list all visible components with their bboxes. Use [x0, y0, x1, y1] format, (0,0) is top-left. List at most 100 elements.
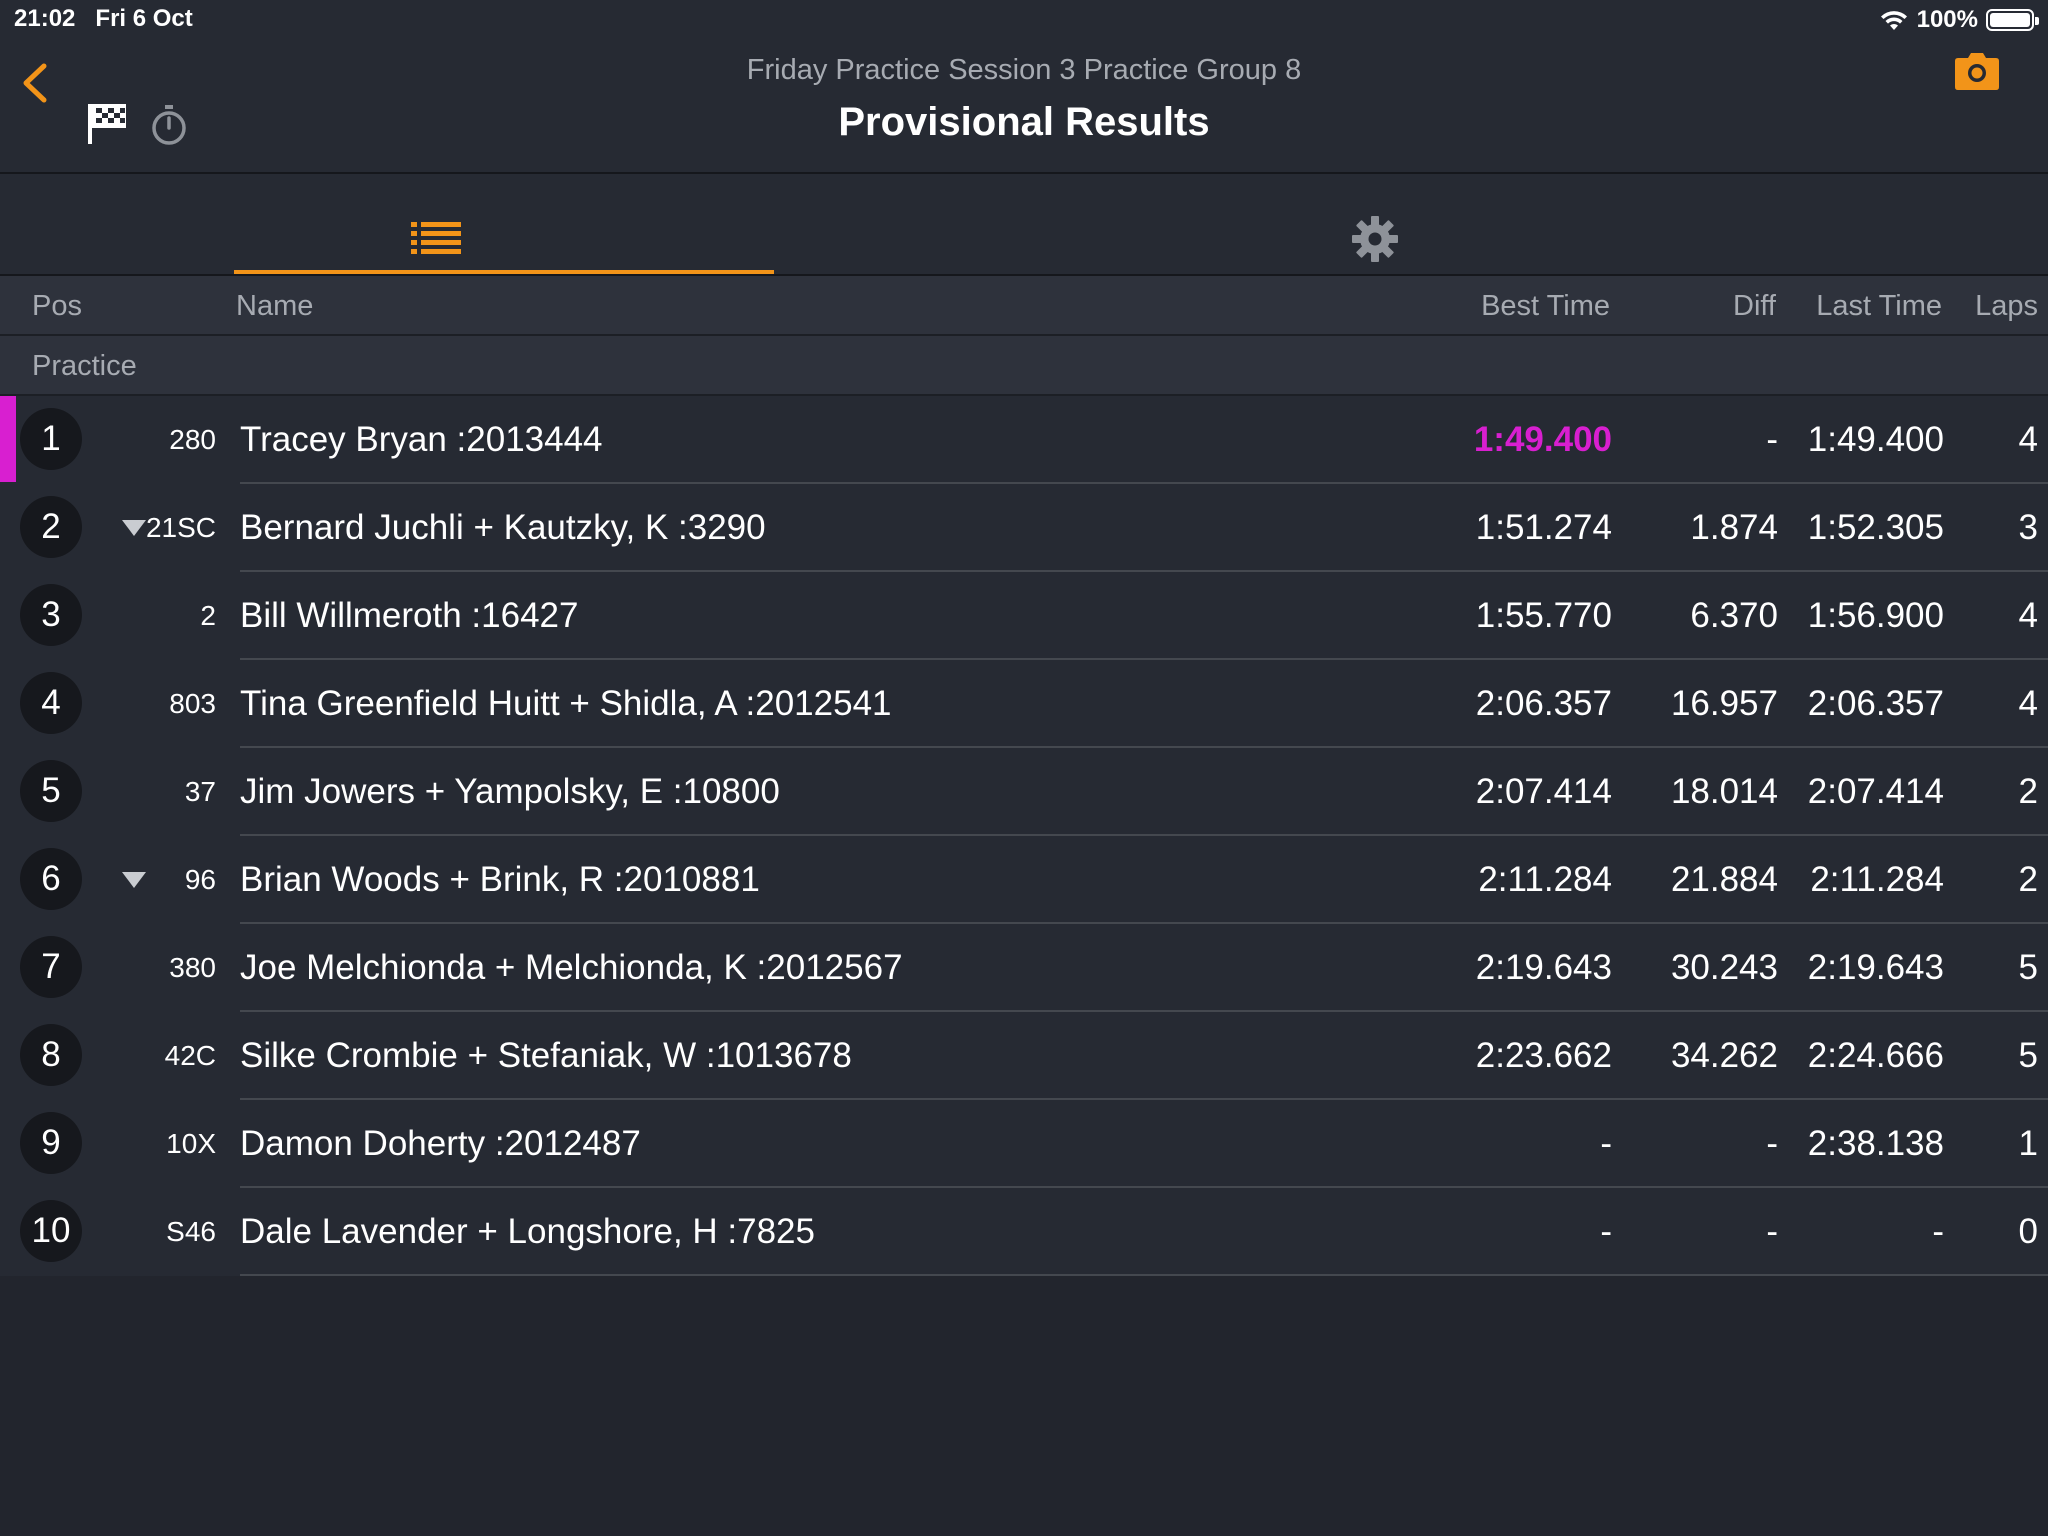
last-time: 1:52.305: [1807, 508, 1944, 547]
row-divider-gap: [0, 922, 240, 924]
position-badge: 10: [20, 1200, 82, 1262]
laps-count: 4: [2018, 420, 2038, 459]
best-time: 2:19.643: [1475, 948, 1612, 987]
date: Fri 6 Oct: [95, 5, 193, 32]
table-row[interactable]: 2 21SC Bernard Juchli + Kautzky, K :3290 1:…: [0, 484, 2048, 572]
status-right: 100%: [1879, 5, 2039, 35]
position-badge: 4: [20, 672, 82, 734]
driver-name: Tracey Bryan :2013444: [240, 420, 603, 459]
results-list: 1 280 Tracey Bryan :2013444 1:49.400-1:49.4…: [0, 396, 2048, 1276]
car-number: 21SC: [145, 512, 216, 543]
laps-count: 0: [2018, 1212, 2038, 1251]
best-time: -: [1600, 1212, 1612, 1251]
best-time: -: [1600, 1124, 1612, 1163]
row-divider-gap: [0, 1186, 240, 1188]
table-row[interactable]: 10 S46 Dale Lavender + Longshore, H :7825 -…: [0, 1188, 2048, 1276]
col-last-time: Last Time: [1816, 290, 1942, 322]
row-divider-gap: [0, 1098, 240, 1100]
position-badge: 7: [20, 936, 82, 998]
position-badge: 9: [20, 1112, 82, 1174]
fastest-indicator: [0, 396, 16, 482]
car-number: 803: [169, 688, 216, 719]
back-chevron-icon[interactable]: [16, 58, 56, 108]
header: Friday Practice Session 3 Practice Group…: [0, 38, 2048, 174]
driver-name: Brian Woods + Brink, R :2010881: [240, 860, 760, 899]
last-time: 1:56.900: [1807, 596, 1944, 635]
row-divider-gap: [0, 1274, 240, 1276]
best-time: 1:55.770: [1475, 596, 1612, 635]
best-time: 1:51.274: [1475, 508, 1612, 547]
row-divider-gap: [0, 834, 240, 836]
best-time: 1:49.400: [1473, 420, 1612, 459]
list-icon[interactable]: [411, 220, 461, 256]
position-badge: 3: [20, 584, 82, 646]
table-row[interactable]: 9 10X Damon Doherty :2012487- -2:38.138 1: [0, 1100, 2048, 1188]
col-best-time: Best Time: [1481, 290, 1610, 322]
best-time: 2:23.662: [1475, 1036, 1612, 1075]
table-row[interactable]: 4 803 Tina Greenfield Huitt + Shidla, A :2…: [0, 660, 2048, 748]
diff-time: 6.370: [1690, 596, 1778, 635]
position-badge: 5: [20, 760, 82, 822]
best-time: 2:11.284: [1478, 860, 1612, 899]
diff-time: 18.014: [1670, 772, 1778, 811]
car-number: S46: [166, 1216, 216, 1247]
table-row[interactable]: 1 280 Tracey Bryan :2013444 1:49.400-1:49.4…: [0, 396, 2048, 484]
driver-name: Silke Crombie + Stefaniak, W :1013678: [240, 1036, 852, 1075]
last-time: 2:19.643: [1807, 948, 1944, 987]
car-number: 42C: [164, 1040, 216, 1071]
position-badge: 8: [20, 1024, 82, 1086]
diff-time: -: [1766, 420, 1778, 459]
driver-name: Jim Jowers + Yampolsky, E :10800: [240, 772, 780, 811]
last-time: 2:06.357: [1807, 684, 1944, 723]
section-header: Practice: [0, 336, 2048, 396]
position-badge: 1: [20, 408, 82, 470]
diff-time: 16.957: [1670, 684, 1778, 723]
best-time: 2:07.414: [1475, 772, 1612, 811]
driver-name: Bill Willmeroth :16427: [240, 596, 579, 635]
diff-time: 21.884: [1670, 860, 1778, 899]
car-number: 380: [169, 952, 216, 983]
driver-name: Dale Lavender + Longshore, H :7825: [240, 1212, 815, 1251]
battery-icon: [1986, 9, 2039, 31]
car-number: 37: [184, 776, 216, 807]
stopwatch-icon: [152, 105, 186, 145]
camera-icon[interactable]: [1954, 52, 2000, 92]
tab-results-list[interactable]: [234, 174, 774, 274]
col-laps: Laps: [1975, 290, 2038, 322]
driver-name: Joe Melchionda + Melchionda, K :2012567: [240, 948, 903, 987]
wifi-icon: [1880, 11, 1907, 30]
last-time: -: [1932, 1212, 1944, 1251]
car-number: 10X: [166, 1128, 216, 1159]
tab-selected-indicator: [234, 270, 774, 274]
row-divider-gap: [0, 482, 240, 484]
section-label: Practice: [32, 350, 137, 382]
last-time: 2:11.284: [1810, 860, 1944, 899]
laps-count: 2: [2018, 772, 2038, 811]
gear-icon[interactable]: [1352, 216, 1398, 262]
last-time: 2:38.138: [1807, 1124, 1944, 1163]
driver-name: Bernard Juchli + Kautzky, K :3290: [240, 508, 766, 547]
status-bar: 21:02 Fri 6 Oct 100%: [0, 0, 2048, 38]
best-time: 2:06.357: [1475, 684, 1612, 723]
last-time: 1:49.400: [1807, 420, 1944, 459]
col-name: Name: [236, 290, 314, 322]
col-pos: Pos: [32, 290, 82, 322]
row-divider-gap: [0, 1010, 240, 1012]
table-row[interactable]: 3 2 Bill Willmeroth :16427 1:55.770 6.370 1:5…: [0, 572, 2048, 660]
row-divider-gap: [0, 570, 240, 572]
position-badge: 2: [20, 496, 82, 558]
position-down-arrow-icon: [122, 872, 146, 888]
laps-count: 5: [2018, 1036, 2038, 1075]
table-row[interactable]: 5 37 Jim Jowers + Yampolsky, E :10800 2:07.…: [0, 748, 2048, 836]
page-title: Provisional Results: [838, 100, 1210, 144]
row-divider-gap: [0, 658, 240, 660]
table-row[interactable]: 7 380 Joe Melchionda + Melchionda, K :2012…: [0, 924, 2048, 1012]
status-time: 21:02 Fri 6 Oct: [14, 5, 193, 33]
car-number: 280: [169, 424, 216, 455]
table-row[interactable]: 6 96 Brian Woods + Brink, R :2010881 2:11.2…: [0, 836, 2048, 924]
empty-area: [0, 1276, 2048, 1536]
driver-name: Damon Doherty :2012487: [240, 1124, 641, 1163]
table-row[interactable]: 8 42C Silke Crombie + Stefaniak, W :101367…: [0, 1012, 2048, 1100]
diff-time: 1.874: [1690, 508, 1778, 547]
laps-count: 1: [2018, 1124, 2038, 1163]
